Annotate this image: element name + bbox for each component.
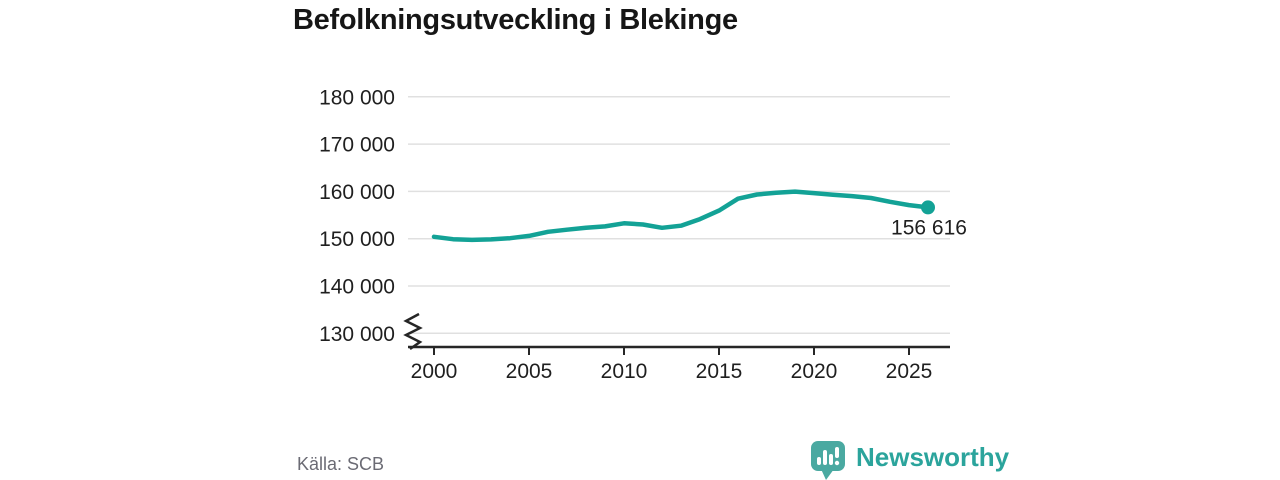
- y-axis-tick-label: 140 000: [319, 276, 395, 299]
- population-data-line: [431, 189, 931, 243]
- chart-title: Befolkningsutveckling i Blekinge: [293, 4, 738, 36]
- axis-break-icon: [403, 312, 423, 351]
- brand-logo: Newsworthy: [810, 440, 1009, 480]
- population-line-chart-svg: 180 000 170 000 160 000 150 000 140 000 130 0…: [319, 86, 967, 383]
- x-axis-tick-label: 2025: [886, 360, 933, 383]
- y-axis-tick-label: 150 000: [319, 228, 395, 251]
- y-axis-tick-label: 160 000: [319, 181, 395, 204]
- x-axis-tick-label: 2015: [696, 360, 743, 383]
- x-axis-tick-label: 2010: [601, 360, 648, 383]
- end-value-label: 156 616: [891, 216, 967, 239]
- x-axis-tick-label: 2005: [506, 360, 553, 383]
- population-line-chart: 180 000 170 000 160 000 150 000 140 000 130 0…: [300, 75, 980, 390]
- x-axis-tick-label: 2020: [791, 360, 838, 383]
- brand-wordmark: Newsworthy: [856, 442, 1010, 472]
- source-attribution: Källa: SCB: [297, 454, 385, 474]
- x-axis-tick-label: 2000: [411, 360, 458, 383]
- newsworthy-speech-bubble-bar-chart-icon: [811, 441, 845, 480]
- y-axis-tick-label: 170 000: [319, 134, 395, 157]
- y-axis-tick-label: 130 000: [319, 323, 395, 346]
- end-point-dot: [921, 200, 935, 215]
- y-axis-tick-label: 180 000: [319, 86, 395, 109]
